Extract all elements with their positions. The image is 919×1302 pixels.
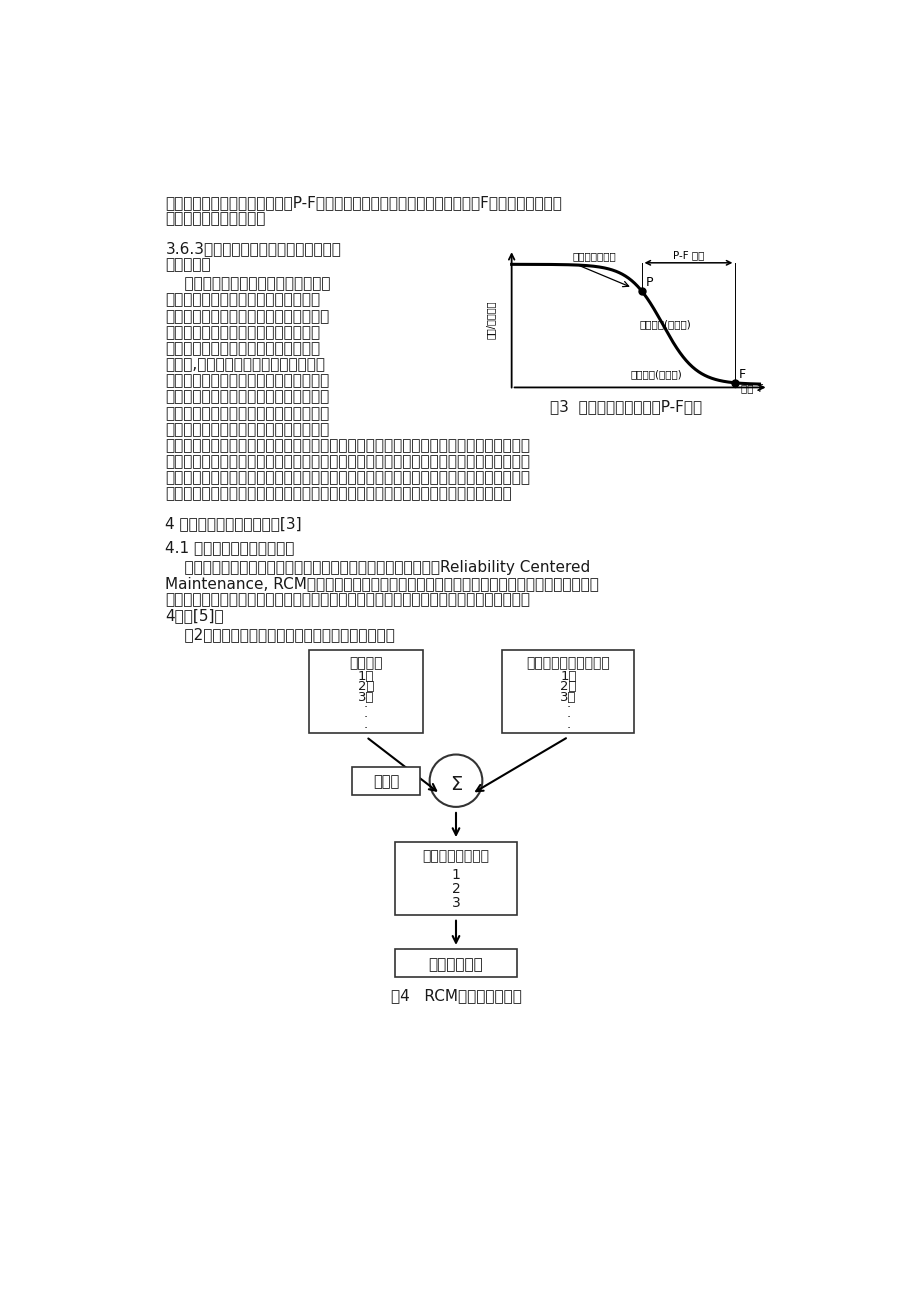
Text: 表2中以断路器为例，列出了设备状态的评估方法。: 表2中以断路器为例，列出了设备状态的评估方法。: [165, 628, 395, 642]
Text: 传统观点认为，设备运行和发生的故: 传统观点认为，设备运行和发生的故: [165, 276, 331, 292]
Text: 采取措施进行检修处理。: 采取措施进行检修处理。: [165, 211, 266, 227]
Text: 设备在电网中的重要性: 设备在电网中的重要性: [526, 656, 609, 671]
Text: 数据库: 数据库: [373, 775, 399, 789]
Text: 2: 2: [451, 883, 460, 896]
Text: 检修管理系统: 检修管理系统: [428, 957, 482, 973]
Text: 设备可以可靠地工作一个周期，然后逐步: 设备可以可靠地工作一个周期，然后逐步: [165, 309, 329, 324]
Bar: [309, 650, 423, 733]
Text: 的周期,并在设备即将出现故障之前采取: 的周期,并在设备即将出现故障之前采取: [165, 357, 325, 372]
Text: 设备状态: 设备状态: [349, 656, 382, 671]
Text: 欧洲近年来在状态检修的基础上，提出基于可靠性的检修策略（Reliability Centered: 欧洲近年来在状态检修的基础上，提出基于可靠性的检修策略（Reliability …: [165, 560, 590, 574]
Text: 障的历史数据中确定设备可以可靠工作: 障的历史数据中确定设备可以可靠工作: [165, 341, 320, 355]
Bar: [352, 767, 420, 794]
Text: 3、: 3、: [560, 690, 576, 703]
Text: 4所示[5]。: 4所示[5]。: [165, 608, 223, 624]
Text: 2、: 2、: [560, 680, 576, 693]
Text: 器等）的故障模式来说是客观存在的。然: 器等）的故障模式来说是客观存在的。然: [165, 406, 329, 421]
Text: ·: ·: [566, 700, 570, 713]
Text: 1: 1: [451, 868, 460, 883]
Text: Σ: Σ: [449, 775, 461, 794]
Text: 3.6.3传统的检修观点与现代设备的故障: 3.6.3传统的检修观点与现代设备的故障: [165, 241, 341, 256]
Text: 发生故障或缺陷。因此，可以从设备故: 发生故障或缺陷。因此，可以从设备故: [165, 326, 320, 340]
Text: 图3  电力设备功能退化的P-F曲线: 图3 电力设备功能退化的P-F曲线: [550, 398, 702, 414]
Bar: [394, 841, 516, 915]
Text: 1、: 1、: [560, 669, 576, 682]
Text: 2、: 2、: [357, 680, 374, 693]
Text: 障的可能性有直接关系，这意味着大多: 障的可能性有直接关系，这意味着大多: [165, 293, 320, 307]
Bar: [394, 949, 516, 976]
Text: ·: ·: [364, 721, 368, 734]
Text: 检修预防措施。这一观点对一些简单设备: 检修预防措施。这一观点对一些简单设备: [165, 374, 329, 388]
Text: 1、: 1、: [357, 669, 374, 682]
Text: 生故障或缺陷越少的观点是错误的。实践证明，除非与运行时间有关的故障模式占主导地位: 生故障或缺陷越少的观点是错误的。实践证明，除非与运行时间有关的故障模式占主导地位: [165, 470, 529, 486]
Text: Maintenance, RCM），更明确了必须兼顾两方面：不仅要通过状态检测及时掌握设备的真实: Maintenance, RCM），更明确了必须兼顾两方面：不仅要通过状态检测及…: [165, 575, 598, 591]
Bar: [502, 650, 633, 733]
Text: 化。往往认为设备的可靠性与运行时间之总是存在某种固定的关系，定期检修越频繁设备发: 化。往往认为设备的可靠性与运行时间之总是存在某种固定的关系，定期检修越频繁设备发: [165, 454, 529, 469]
Text: 特征有差异: 特征有差异: [165, 256, 210, 272]
Text: 4.1 欧洲的一种典型检修策略: 4.1 欧洲的一种典型检修策略: [165, 540, 294, 556]
Text: 图4   RCM的一种方案框图: 图4 RCM的一种方案框图: [391, 988, 521, 1003]
Text: 以外，大多情况下定期检修只能增加发生故障或缺陷的机率，降低运行设备的可靠性。: 以外，大多情况下定期检修只能增加发生故障或缺陷的机率，降低运行设备的可靠性。: [165, 487, 512, 501]
Text: ·: ·: [566, 721, 570, 734]
Text: 而有效的在线监测就可能捕捉到P-F间隔的整个发展过程，并在到达功能故障F点之前的合理时机: 而有效的在线监测就可能捕捉到P-F间隔的整个发展过程，并在到达功能故障F点之前的…: [165, 195, 562, 210]
Text: 要复杂得多，技术上、结构上、工艺上都有了质的变化，因此其故障模式也发生了很大的变: 要复杂得多，技术上、结构上、工艺上都有了质的变化，因此其故障模式也发生了很大的变: [165, 437, 529, 453]
Text: ·: ·: [566, 711, 570, 724]
Text: ·: ·: [364, 711, 368, 724]
Text: 情况，而且要考虑该设备在系统中的重要性、该设备的故障对电网可靠性的影响程度，如图: 情况，而且要考虑该设备在系统中的重要性、该设备的故障对电网可靠性的影响程度，如图: [165, 592, 529, 607]
Text: ·: ·: [364, 700, 368, 713]
Text: 3: 3: [451, 896, 460, 910]
Text: 检修和更换的等级: 检修和更换的等级: [422, 849, 489, 863]
Text: 而，现代先进的电力设备比过去的老设备: 而，现代先进的电力设备比过去的老设备: [165, 422, 329, 437]
Text: 和部件（如风扇、阀门座、潜油泵、冷却: 和部件（如风扇、阀门座、潜油泵、冷却: [165, 389, 329, 405]
Text: 3、: 3、: [357, 690, 374, 703]
Text: 4 国外状态检修的基本策略[3]: 4 国外状态检修的基本策略[3]: [165, 517, 301, 531]
